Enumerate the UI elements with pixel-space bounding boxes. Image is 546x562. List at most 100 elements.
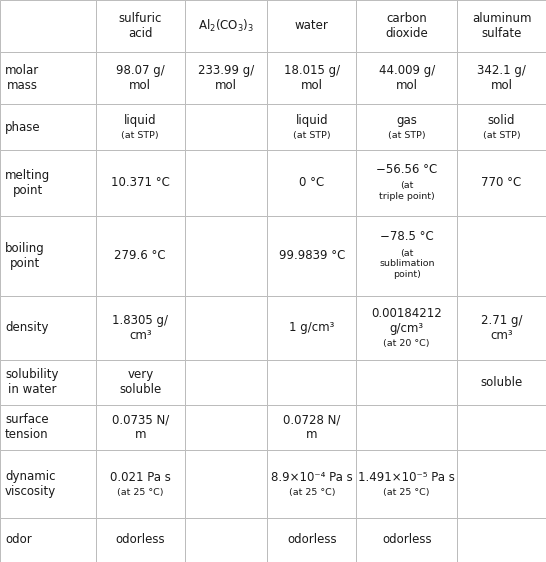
Text: very
soluble: very soluble <box>119 368 162 396</box>
Bar <box>185 518 268 562</box>
Bar <box>96 149 185 216</box>
Text: (at STP): (at STP) <box>483 131 520 140</box>
Bar <box>96 52 185 105</box>
Text: 0 °C: 0 °C <box>299 176 324 189</box>
Text: 342.1 g/
mol: 342.1 g/ mol <box>477 64 526 92</box>
Bar <box>185 405 268 450</box>
Bar <box>356 105 457 149</box>
Bar <box>185 149 268 216</box>
Bar <box>96 360 185 405</box>
Bar <box>457 0 546 52</box>
Bar <box>457 450 546 518</box>
Bar <box>185 105 268 149</box>
Bar <box>0 216 96 296</box>
Text: 44.009 g/
mol: 44.009 g/ mol <box>378 64 435 92</box>
Text: 0.0728 N/
m: 0.0728 N/ m <box>283 414 341 441</box>
Bar <box>185 216 268 296</box>
Bar <box>356 405 457 450</box>
Bar <box>0 105 96 149</box>
Text: odor: odor <box>5 533 32 546</box>
Bar <box>0 405 96 450</box>
Text: solid: solid <box>488 114 515 127</box>
Bar <box>268 296 356 360</box>
Text: 2.71 g/
cm³: 2.71 g/ cm³ <box>481 314 523 342</box>
Text: (at
sublimation
point): (at sublimation point) <box>379 249 435 279</box>
Text: aluminum
sulfate: aluminum sulfate <box>472 12 531 40</box>
Text: (at 25 °C): (at 25 °C) <box>117 488 164 497</box>
Text: 233.99 g/
mol: 233.99 g/ mol <box>198 64 254 92</box>
Bar <box>185 296 268 360</box>
Text: carbon
dioxide: carbon dioxide <box>385 12 428 40</box>
Text: (at 20 °C): (at 20 °C) <box>383 339 430 348</box>
Bar <box>268 405 356 450</box>
Bar <box>457 52 546 105</box>
Text: solubility
in water: solubility in water <box>5 368 58 396</box>
Text: −78.5 °C: −78.5 °C <box>380 230 434 243</box>
Text: (at STP): (at STP) <box>293 131 331 140</box>
Text: boiling
point: boiling point <box>5 242 45 270</box>
Text: molar
mass: molar mass <box>5 64 39 92</box>
Bar <box>457 149 546 216</box>
Text: 1.491×10⁻⁵ Pa s: 1.491×10⁻⁵ Pa s <box>358 471 455 484</box>
Bar <box>0 52 96 105</box>
Text: (at 25 °C): (at 25 °C) <box>289 488 335 497</box>
Text: melting
point: melting point <box>5 169 50 197</box>
Text: 0.021 Pa s: 0.021 Pa s <box>110 471 171 484</box>
Bar <box>0 450 96 518</box>
Bar <box>268 216 356 296</box>
Text: (at STP): (at STP) <box>121 131 159 140</box>
Bar <box>96 296 185 360</box>
Text: surface
tension: surface tension <box>5 414 49 441</box>
Bar <box>356 216 457 296</box>
Bar <box>96 518 185 562</box>
Text: −56.56 °C: −56.56 °C <box>376 164 437 176</box>
Text: phase: phase <box>5 121 40 134</box>
Text: liquid: liquid <box>295 114 328 127</box>
Bar <box>185 0 268 52</box>
Bar <box>185 360 268 405</box>
Bar <box>356 450 457 518</box>
Text: 279.6 °C: 279.6 °C <box>115 249 166 262</box>
Bar <box>268 360 356 405</box>
Text: Al$_2$(CO$_3$)$_3$: Al$_2$(CO$_3$)$_3$ <box>198 18 254 34</box>
Bar <box>457 405 546 450</box>
Bar <box>96 0 185 52</box>
Text: density: density <box>5 321 49 334</box>
Text: 10.371 °C: 10.371 °C <box>111 176 170 189</box>
Text: (at STP): (at STP) <box>388 131 425 140</box>
Bar <box>0 0 96 52</box>
Text: 8.9×10⁻⁴ Pa s: 8.9×10⁻⁴ Pa s <box>271 471 353 484</box>
Text: sulfuric
acid: sulfuric acid <box>118 12 162 40</box>
Bar <box>96 405 185 450</box>
Bar <box>356 296 457 360</box>
Bar <box>185 52 268 105</box>
Text: 99.9839 °C: 99.9839 °C <box>278 249 345 262</box>
Text: dynamic
viscosity: dynamic viscosity <box>5 470 56 498</box>
Text: soluble: soluble <box>480 376 523 389</box>
Text: liquid: liquid <box>124 114 157 127</box>
Bar <box>268 0 356 52</box>
Bar <box>96 105 185 149</box>
Text: 770 °C: 770 °C <box>482 176 522 189</box>
Text: 98.07 g/
mol: 98.07 g/ mol <box>116 64 165 92</box>
Text: odorless: odorless <box>287 533 337 546</box>
Text: gas: gas <box>396 114 417 127</box>
Text: odorless: odorless <box>382 533 431 546</box>
Bar <box>356 52 457 105</box>
Bar <box>268 149 356 216</box>
Bar <box>356 0 457 52</box>
Text: water: water <box>295 19 329 33</box>
Text: 1.8305 g/
cm³: 1.8305 g/ cm³ <box>112 314 168 342</box>
Bar <box>356 360 457 405</box>
Text: odorless: odorless <box>115 533 165 546</box>
Bar <box>268 518 356 562</box>
Text: (at
triple point): (at triple point) <box>379 181 435 201</box>
Text: 1 g/cm³: 1 g/cm³ <box>289 321 335 334</box>
Bar <box>268 52 356 105</box>
Text: 0.0735 N/
m: 0.0735 N/ m <box>112 414 169 441</box>
Bar <box>96 450 185 518</box>
Bar <box>457 518 546 562</box>
Bar <box>356 518 457 562</box>
Bar <box>457 216 546 296</box>
Bar <box>268 105 356 149</box>
